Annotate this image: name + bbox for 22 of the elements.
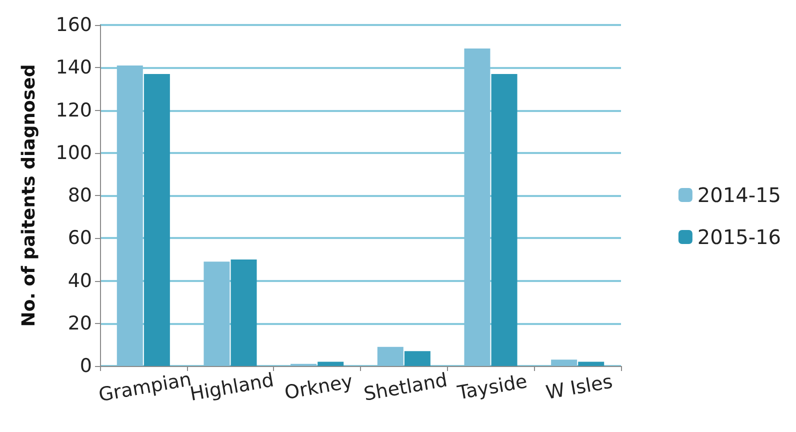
y-tick-label: 140: [56, 56, 92, 79]
x-tick-label: Orkney: [282, 370, 354, 404]
x-tick-label: Shetland: [362, 369, 449, 406]
y-tick-label: 60: [68, 227, 92, 250]
bar: [578, 362, 604, 366]
bar: [144, 74, 170, 366]
y-tick-label: 80: [68, 184, 92, 206]
bar: [318, 362, 344, 366]
x-tick-label: W Isles: [544, 370, 614, 404]
y-tick-label: 120: [56, 99, 92, 122]
x-tick-label: Tayside: [454, 370, 529, 404]
bar: [404, 351, 430, 366]
bar: [230, 259, 257, 366]
y-axis-title: No. of paitents diagnosed: [18, 64, 40, 327]
y-tick-label: 20: [68, 312, 92, 334]
y-tick-label: 0: [80, 355, 92, 377]
legend-label: 2015-16: [697, 225, 782, 249]
y-tick-label: 100: [56, 142, 92, 164]
y-tick-label: 40: [68, 270, 92, 292]
bar: [491, 74, 518, 366]
legend-label: 2014-15: [697, 183, 782, 207]
y-tick-label: 160: [56, 14, 92, 36]
